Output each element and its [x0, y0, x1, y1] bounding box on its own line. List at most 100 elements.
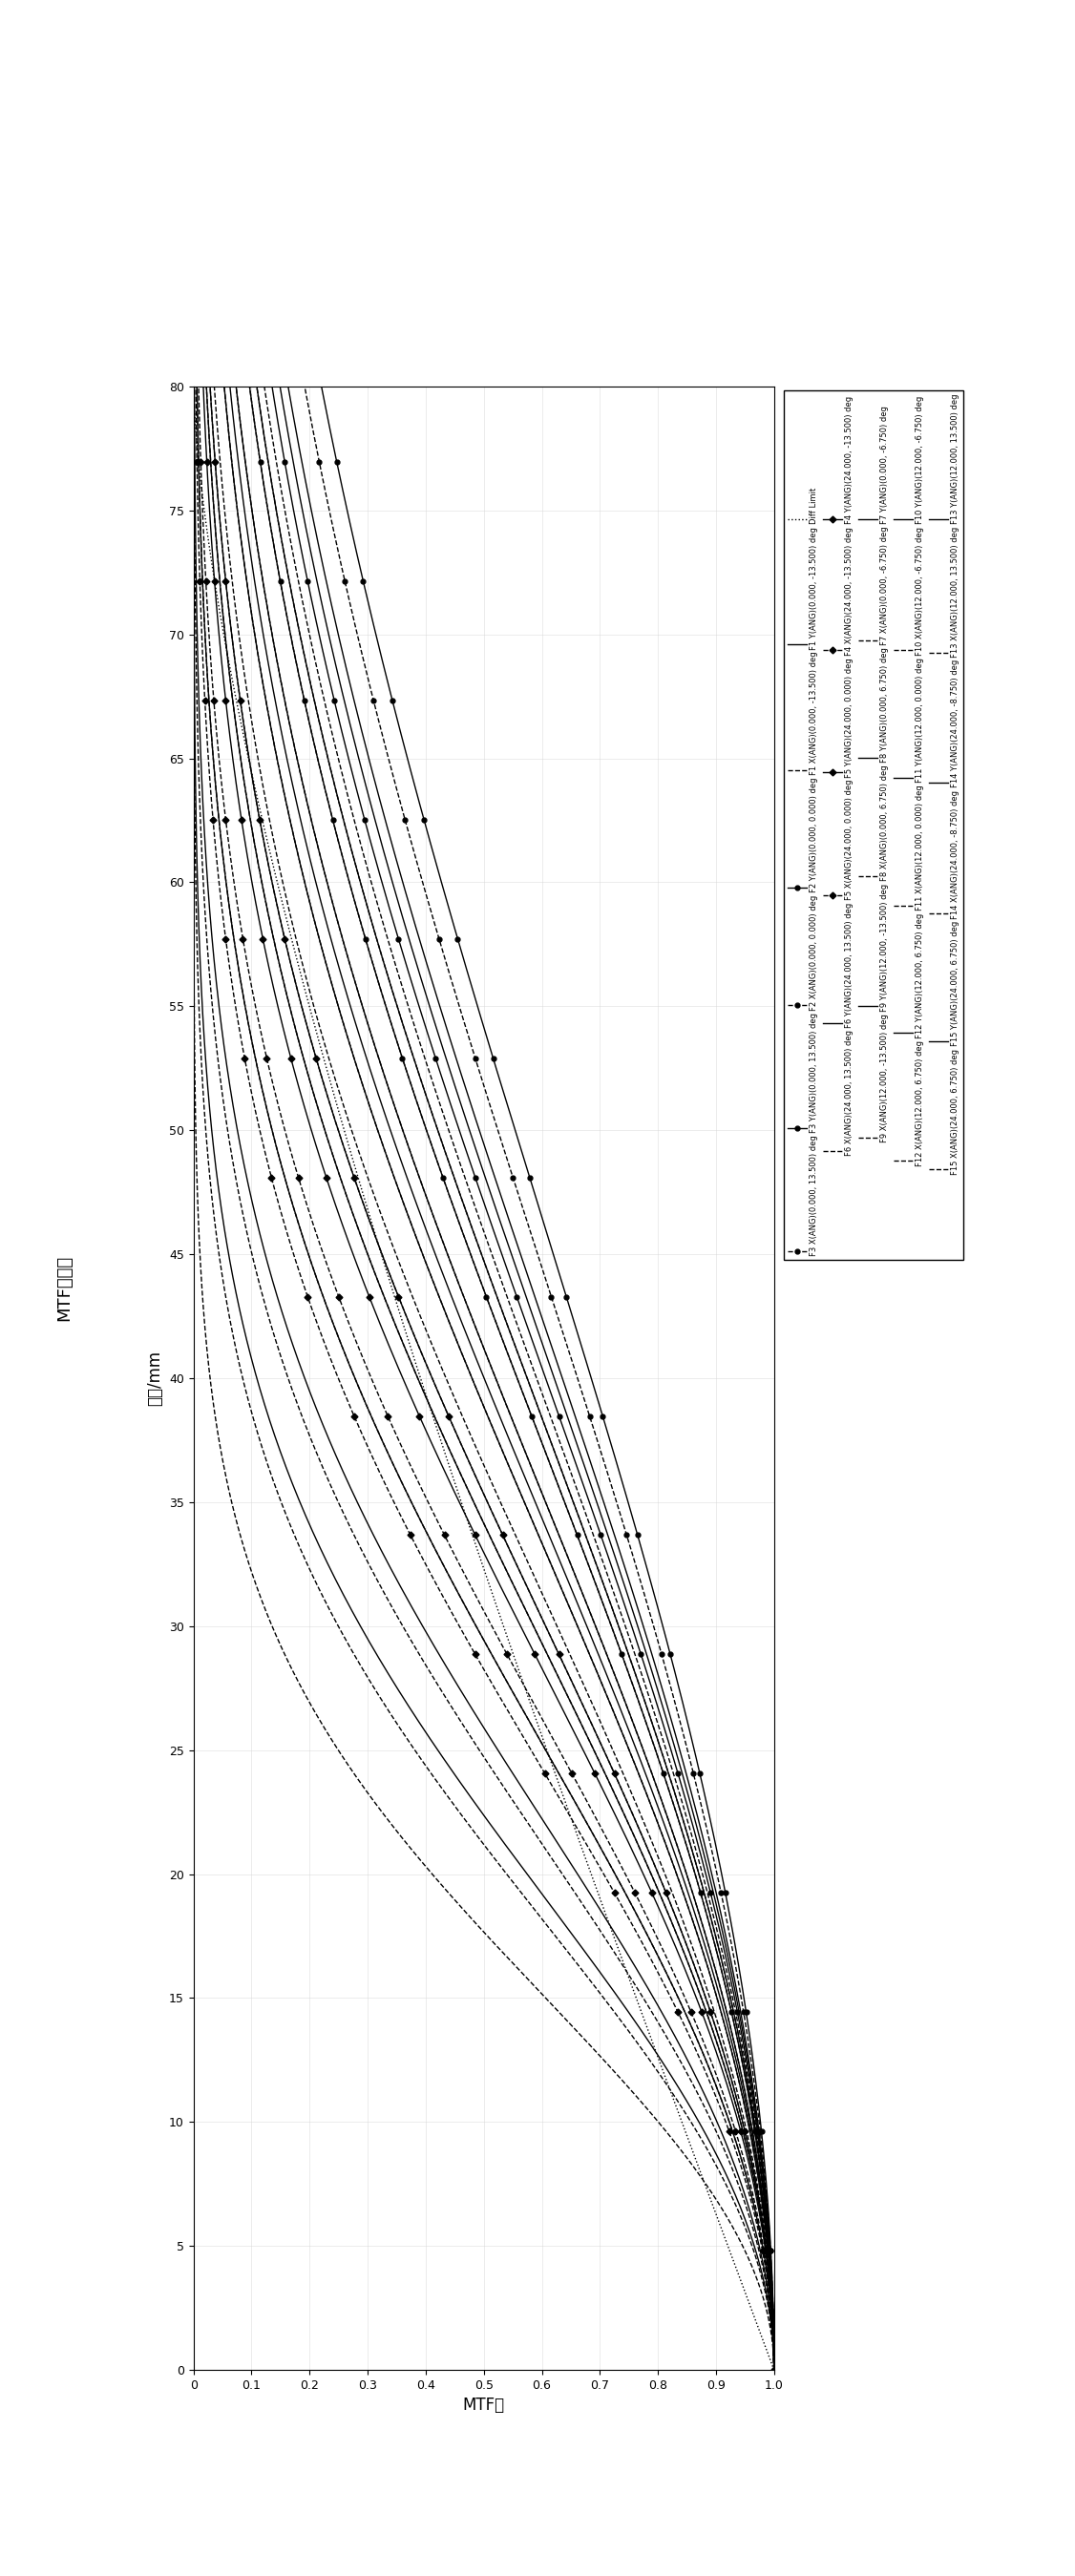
F11 Y(ANG)(12.000, 0.000) deg: [249, 420, 262, 451]
F7 Y(ANG)(0.000, -6.750) deg: [528, 1280, 541, 1311]
F12 Y(ANG)(12.000, 6.750) deg: [229, 420, 242, 451]
F3 Y(ANG)(0.000, 13.500) deg: [511, 1280, 524, 1311]
Line: F5 Y(ANG)(24.000, 0.000) deg: F5 Y(ANG)(24.000, 0.000) deg: [207, 384, 776, 2372]
F14 Y(ANG)(24.000, -8.750) deg: [230, 1280, 243, 1311]
Line: F2 Y(ANG)(0.000, 0.000) deg: F2 Y(ANG)(0.000, 0.000) deg: [319, 384, 776, 2372]
F15 X(ANG)(24.000, 6.750) deg: [246, 1401, 259, 1432]
F6 Y(ANG)(24.000, 13.500) deg: [768, 2354, 780, 2385]
F13 Y(ANG)(12.000, 13.500) deg: [428, 1401, 441, 1432]
F11 Y(ANG)(12.000, 0.000) deg: [525, 1401, 538, 1432]
F13 X(ANG)(12.000, 13.500) deg: [768, 2354, 780, 2385]
F6 X(ANG)(24.000, 13.500) deg: [296, 1401, 309, 1432]
F7 X(ANG)(0.000, -6.750) deg: [328, 729, 341, 760]
F1 Y(ANG)(0.000, -13.500) deg: [768, 2354, 780, 2385]
Diff Limit: [189, 420, 202, 451]
F4 X(ANG)(24.000, -13.500) deg: [201, 729, 214, 760]
F14 X(ANG)(24.000, -8.750) deg: [187, 420, 200, 451]
F9 Y(ANG)(12.000, -13.500) deg: [432, 1280, 445, 1311]
F1 Y(ANG)(0.000, -13.500) deg: [318, 729, 331, 760]
F10 Y(ANG)(12.000, -6.750) deg: [287, 729, 300, 760]
Legend: Diff Limit, F1 Y(ANG)(0.000, -13.500) deg, F1 X(ANG)(0.000, -13.500) deg, F2 Y(A: Diff Limit, F1 Y(ANG)(0.000, -13.500) de…: [784, 392, 963, 1260]
F9 X(ANG)(12.000, -13.500) deg: [200, 371, 213, 402]
F11 Y(ANG)(12.000, 0.000) deg: [530, 1412, 543, 1443]
F15 X(ANG)(24.000, 6.750) deg: [219, 1280, 232, 1311]
F3 Y(ANG)(0.000, 13.500) deg: [473, 1175, 486, 1206]
Line: F8 X(ANG)(0.000, 6.750) deg: F8 X(ANG)(0.000, 6.750) deg: [257, 386, 774, 2370]
F2 Y(ANG)(0.000, 0.000) deg: [560, 1280, 573, 1311]
F6 Y(ANG)(24.000, 13.500) deg: [364, 1401, 377, 1432]
F7 Y(ANG)(0.000, -6.750) deg: [768, 2354, 780, 2385]
Diff Limit: [388, 1280, 401, 1311]
F4 X(ANG)(24.000, -13.500) deg: [353, 1412, 366, 1443]
F6 X(ANG)(24.000, 13.500) deg: [231, 1175, 244, 1206]
F5 Y(ANG)(24.000, 0.000) deg: [392, 1280, 405, 1311]
F11 Y(ANG)(12.000, 0.000) deg: [243, 371, 256, 402]
F13 Y(ANG)(12.000, 13.500) deg: [200, 371, 213, 402]
Line: F6 Y(ANG)(24.000, 13.500) deg: F6 Y(ANG)(24.000, 13.500) deg: [197, 386, 774, 2370]
F15 Y(ANG)(24.000, 6.750) deg: [193, 729, 206, 760]
F12 Y(ANG)(12.000, 6.750) deg: [224, 371, 236, 402]
F6 X(ANG)(24.000, 13.500) deg: [191, 729, 204, 760]
F7 Y(ANG)(0.000, -6.750) deg: [492, 1175, 505, 1206]
F2 X(ANG)(0.000, 0.000) deg: [545, 1280, 558, 1311]
F3 Y(ANG)(0.000, 13.500) deg: [339, 729, 352, 760]
F12 Y(ANG)(12.000, 6.750) deg: [405, 1175, 418, 1206]
F3 Y(ANG)(0.000, 13.500) deg: [266, 371, 278, 402]
F13 X(ANG)(12.000, 13.500) deg: [364, 1401, 377, 1432]
Text: MTF曲线图: MTF曲线图: [56, 1255, 73, 1321]
F8 X(ANG)(0.000, 6.750) deg: [451, 1175, 464, 1206]
F11 Y(ANG)(12.000, 0.000) deg: [479, 1280, 492, 1311]
Line: F10 Y(ANG)(12.000, -6.750) deg: F10 Y(ANG)(12.000, -6.750) deg: [236, 386, 774, 2370]
F10 Y(ANG)(12.000, -6.750) deg: [504, 1401, 517, 1432]
F15 X(ANG)(24.000, 6.750) deg: [188, 729, 201, 760]
F9 X(ANG)(12.000, -13.500) deg: [433, 1412, 446, 1443]
F14 Y(ANG)(24.000, -8.750) deg: [212, 1175, 225, 1206]
F2 X(ANG)(0.000, 0.000) deg: [768, 2354, 780, 2385]
F5 Y(ANG)(24.000, 0.000) deg: [241, 729, 254, 760]
F13 X(ANG)(12.000, 13.500) deg: [370, 1412, 383, 1443]
F11 X(ANG)(12.000, 0.000) deg: [223, 420, 235, 451]
X-axis label: MTF值: MTF值: [462, 2396, 505, 2414]
F8 Y(ANG)(0.000, 6.750) deg: [483, 1175, 496, 1206]
F9 Y(ANG)(12.000, -13.500) deg: [268, 729, 281, 760]
F7 X(ANG)(0.000, -6.750) deg: [462, 1175, 475, 1206]
F13 X(ANG)(12.000, 13.500) deg: [191, 420, 204, 451]
F3 X(ANG)(0.000, 13.500) deg: [307, 729, 320, 760]
F1 X(ANG)(0.000, -13.500) deg: [417, 1175, 430, 1206]
F11 X(ANG)(12.000, 0.000) deg: [432, 1280, 445, 1311]
Line: F7 X(ANG)(0.000, -6.750) deg: F7 X(ANG)(0.000, -6.750) deg: [264, 386, 774, 2370]
F8 X(ANG)(0.000, 6.750) deg: [768, 2354, 780, 2385]
F7 X(ANG)(0.000, -6.750) deg: [258, 371, 271, 402]
F10 Y(ANG)(12.000, -6.750) deg: [510, 1412, 522, 1443]
F6 X(ANG)(24.000, 13.500) deg: [187, 371, 200, 402]
F5 X(ANG)(24.000, 0.000) deg: [382, 1401, 395, 1432]
Line: F13 Y(ANG)(12.000, 13.500) deg: F13 Y(ANG)(12.000, 13.500) deg: [206, 386, 774, 2370]
F9 X(ANG)(12.000, -13.500) deg: [377, 1280, 390, 1311]
F8 Y(ANG)(0.000, 6.750) deg: [519, 1280, 532, 1311]
F7 Y(ANG)(0.000, -6.750) deg: [359, 729, 372, 760]
F1 X(ANG)(0.000, -13.500) deg: [235, 420, 248, 451]
F1 X(ANG)(0.000, -13.500) deg: [230, 371, 243, 402]
F8 X(ANG)(0.000, 6.750) deg: [540, 1412, 553, 1443]
F1 Y(ANG)(0.000, -13.500) deg: [257, 420, 270, 451]
F7 X(ANG)(0.000, -6.750) deg: [548, 1412, 561, 1443]
F6 Y(ANG)(24.000, 13.500) deg: [205, 729, 218, 760]
F6 Y(ANG)(24.000, 13.500) deg: [370, 1412, 383, 1443]
F2 X(ANG)(0.000, 0.000) deg: [511, 1175, 524, 1206]
F6 X(ANG)(24.000, 13.500) deg: [188, 420, 201, 451]
F15 Y(ANG)(24.000, 6.750) deg: [243, 1175, 256, 1206]
F8 Y(ANG)(0.000, 6.750) deg: [273, 371, 286, 402]
F9 Y(ANG)(12.000, -13.500) deg: [486, 1412, 499, 1443]
Line: F11 X(ANG)(12.000, 0.000) deg: F11 X(ANG)(12.000, 0.000) deg: [225, 386, 774, 2370]
F2 X(ANG)(0.000, 0.000) deg: [298, 371, 311, 402]
F8 Y(ANG)(0.000, 6.750) deg: [282, 420, 295, 451]
F8 Y(ANG)(0.000, 6.750) deg: [348, 729, 361, 760]
F6 Y(ANG)(24.000, 13.500) deg: [282, 1175, 295, 1206]
F6 Y(ANG)(24.000, 13.500) deg: [190, 371, 203, 402]
F12 Y(ANG)(12.000, 6.750) deg: [493, 1401, 506, 1432]
F5 X(ANG)(24.000, 0.000) deg: [768, 2354, 780, 2385]
F14 Y(ANG)(24.000, -8.750) deg: [187, 371, 200, 402]
F13 Y(ANG)(12.000, 13.500) deg: [338, 1175, 350, 1206]
F5 X(ANG)(24.000, 0.000) deg: [332, 1280, 345, 1311]
F2 Y(ANG)(0.000, 0.000) deg: [597, 1401, 610, 1432]
